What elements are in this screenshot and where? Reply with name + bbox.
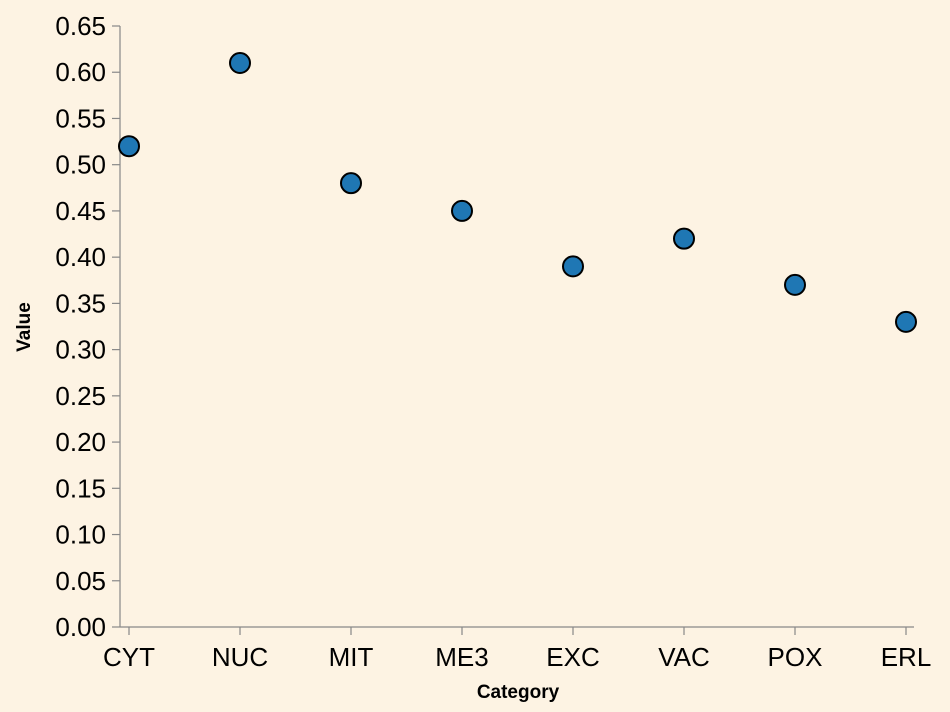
y-axis-title: Value: [14, 302, 35, 352]
data-point-erl: [895, 310, 917, 333]
data-point-pox: [784, 273, 806, 296]
y-tick-label: 0.50: [55, 150, 106, 180]
y-tick-label: 0.25: [55, 381, 106, 411]
x-axis-title: Category: [477, 682, 560, 703]
y-tick-label: 0.10: [55, 520, 106, 550]
x-tick-label: ME3: [435, 642, 488, 672]
x-tick-label: VAC: [658, 642, 710, 672]
data-points: [118, 51, 917, 333]
y-tick-label: 0.65: [55, 11, 106, 41]
data-point-nuc: [229, 51, 251, 74]
y-tick-label: 0.00: [55, 612, 106, 642]
x-tick-label: NUC: [212, 642, 268, 672]
data-point-mit: [340, 172, 362, 195]
y-tick-label: 0.05: [55, 566, 106, 596]
y-tick-label: 0.20: [55, 427, 106, 457]
y-axis: 0.00 0.05 0.10 0.15 0.20 0.25 0.30 0.35 0.40 0.45…: [55, 11, 121, 642]
x-tick-label: CYT: [103, 642, 155, 672]
x-tick-label: EXC: [546, 642, 599, 672]
data-point-cyt: [118, 135, 140, 158]
y-tick-label: 0.30: [55, 335, 106, 365]
y-tick-label: 0.40: [55, 242, 106, 272]
y-tick-label: 0.35: [55, 288, 106, 318]
data-point-me3: [451, 199, 473, 222]
data-point-vac: [673, 227, 695, 250]
y-tick-label: 0.55: [55, 103, 106, 133]
x-tick-label: ERL: [881, 642, 932, 672]
y-tick-label: 0.15: [55, 473, 106, 503]
y-tick-label: 0.60: [55, 57, 106, 87]
x-tick-label: MIT: [329, 642, 374, 672]
data-point-exc: [562, 255, 584, 278]
y-tick-label: 0.45: [55, 196, 106, 226]
x-axis: CYT NUC MIT ME3 EXC VAC POX ERL: [103, 626, 932, 672]
x-tick-label: POX: [768, 642, 823, 672]
